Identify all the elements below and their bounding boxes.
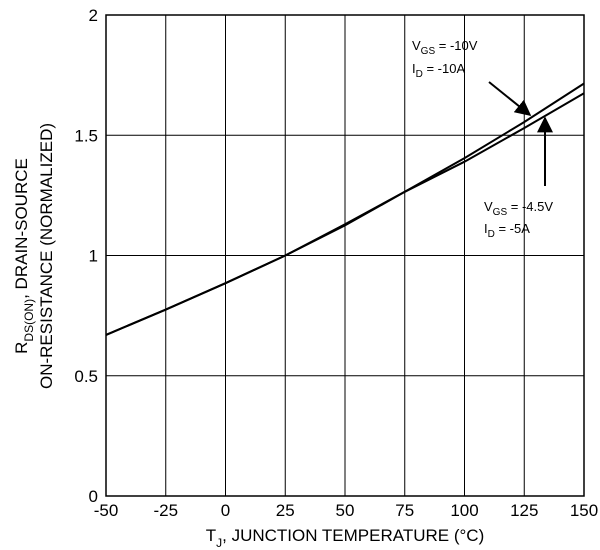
x-tick-label: 75	[395, 501, 414, 520]
y-tick-label: 2	[89, 6, 98, 25]
y-tick-label: 1.5	[74, 126, 98, 145]
annotation-1-line2: ID = -10A	[412, 61, 465, 80]
series-line-2	[105, 92, 585, 336]
y-tick-label: 1	[89, 247, 98, 266]
y-tick-label: 0.5	[74, 367, 98, 386]
grid	[105, 14, 585, 497]
y-tick-label: 0	[89, 487, 98, 506]
plot-frame	[105, 14, 585, 497]
annotation-2-line1: VGS = -4.5V	[484, 199, 553, 218]
series-group	[105, 82, 585, 336]
x-tick-label: 150	[570, 501, 598, 520]
x-tick-label: 50	[336, 501, 355, 520]
x-tick-label: 100	[450, 501, 478, 520]
tick-labels: -50 -25 0 25 50 75 100 125 150 0 0.5 1 1.5 2	[74, 6, 598, 520]
x-tick-label: 25	[276, 501, 295, 520]
x-tick-label: -50	[94, 501, 119, 520]
y-axis-label-line1: RDS(ON), DRAIN-SOURCE	[12, 158, 36, 354]
annotation-1-line1: VGS = -10V	[412, 38, 478, 57]
x-tick-label: 125	[510, 501, 538, 520]
annotation-vgs-10v: VGS = -10V ID = -10A	[412, 38, 532, 117]
annotation-vgs-4-5v: VGS = -4.5V ID = -5A	[484, 116, 553, 240]
y-axis-label-line2: ON-RESISTANCE (NORMALIZED)	[37, 123, 56, 389]
annotation-2-line2: ID = -5A	[484, 221, 530, 240]
x-axis-label: TJ, JUNCTION TEMPERATURE (°C)	[206, 526, 485, 550]
annotation-1-arrow	[488, 81, 532, 117]
x-tick-label: 0	[221, 501, 230, 520]
x-tick-label: -25	[153, 501, 178, 520]
